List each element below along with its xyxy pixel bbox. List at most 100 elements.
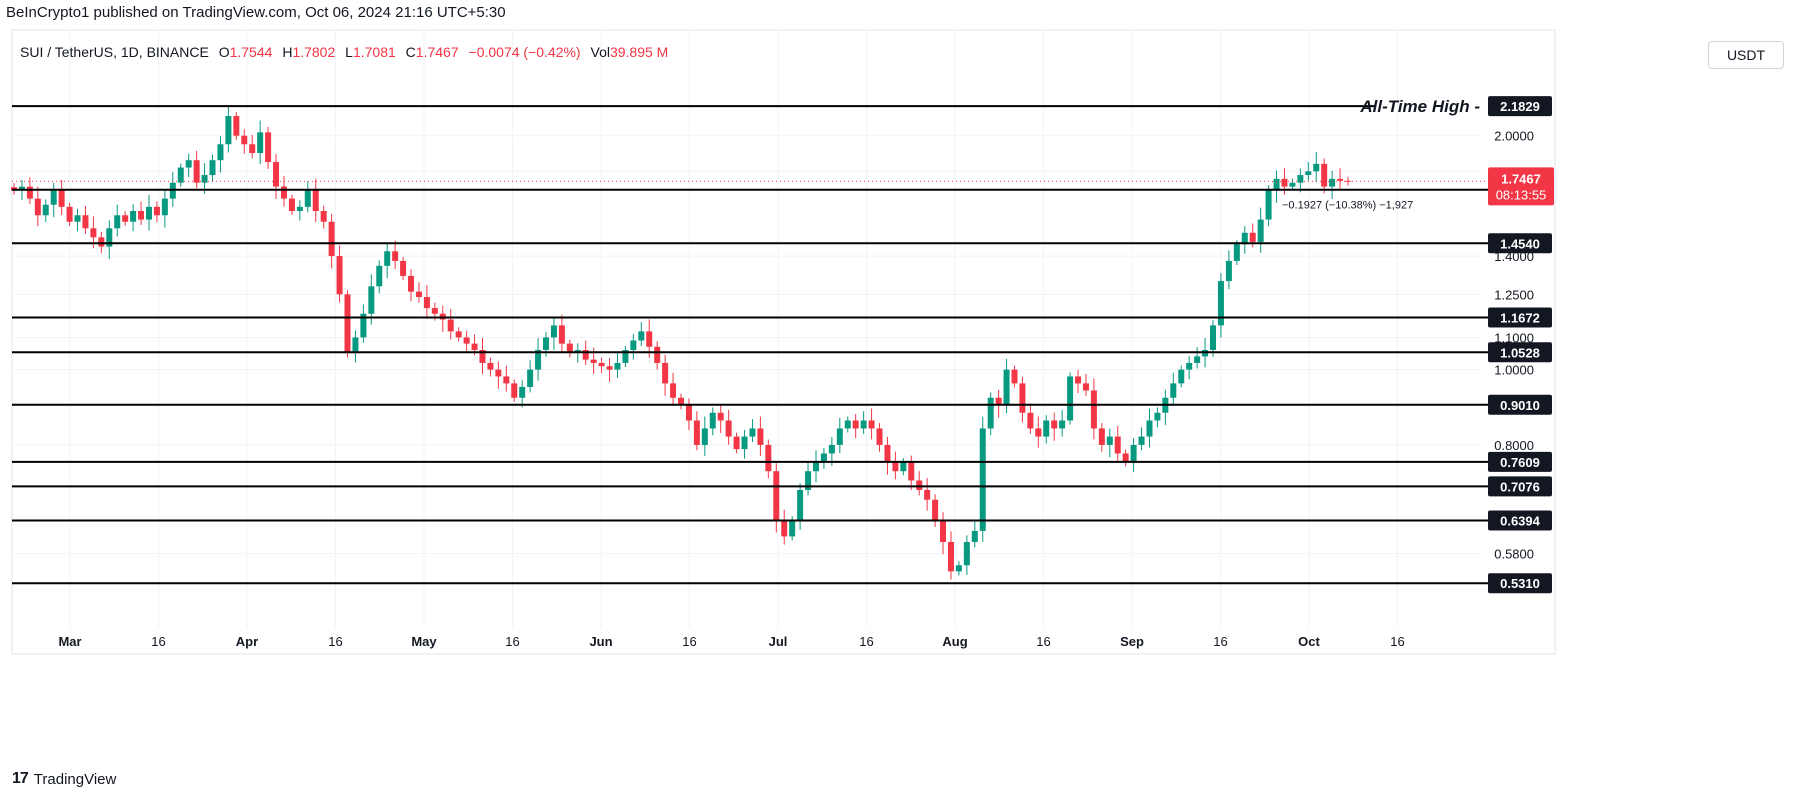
x-tick-label: 16 bbox=[1213, 634, 1227, 649]
candle-body bbox=[82, 215, 89, 229]
ohlc-legend: SUI / TetherUS, 1D, BINANCE O1.7544 H1.7… bbox=[20, 44, 668, 60]
candle-body bbox=[638, 331, 645, 341]
level-price-tag bbox=[1488, 476, 1552, 497]
candle-body bbox=[66, 206, 73, 222]
high-value: 1.7802 bbox=[292, 44, 336, 60]
y-tick-label: 0.8000 bbox=[1494, 438, 1534, 453]
level-price-label: 0.9010 bbox=[1500, 398, 1540, 413]
candle-body bbox=[352, 337, 359, 354]
x-tick-label: May bbox=[411, 634, 437, 649]
candle-body bbox=[177, 167, 184, 183]
candle-body bbox=[527, 369, 534, 387]
candle-body bbox=[479, 349, 486, 363]
level-price-tag bbox=[1488, 342, 1552, 363]
candle-body bbox=[693, 420, 700, 445]
candle-body bbox=[1075, 376, 1082, 384]
candle-body bbox=[153, 206, 160, 216]
level-price-tag bbox=[1488, 451, 1552, 472]
candle-body bbox=[249, 144, 256, 154]
candle-body bbox=[225, 116, 232, 145]
y-tick-label: 1.0000 bbox=[1494, 363, 1534, 378]
candle-body bbox=[741, 436, 748, 450]
candle-body bbox=[209, 160, 216, 176]
level-price-label: 1.0528 bbox=[1500, 345, 1540, 360]
candle-body bbox=[725, 420, 732, 437]
candle-body bbox=[185, 160, 192, 168]
candle-body bbox=[1265, 190, 1272, 220]
measure-annotation: −0.1927 (−10.38%) −1,927 bbox=[1282, 200, 1413, 212]
candle-body bbox=[217, 144, 224, 161]
candle-body bbox=[257, 132, 264, 154]
candle-body bbox=[622, 349, 629, 363]
x-tick-label: 16 bbox=[1036, 634, 1050, 649]
candle-body bbox=[487, 362, 494, 370]
candle-body bbox=[336, 256, 343, 295]
candle-body bbox=[852, 420, 859, 429]
candle-body bbox=[392, 251, 399, 261]
candle-body bbox=[471, 343, 478, 350]
x-tick-label: 16 bbox=[682, 634, 696, 649]
candle-body bbox=[876, 428, 883, 445]
candle-body bbox=[1225, 260, 1232, 282]
candle-body bbox=[892, 462, 899, 472]
candle-body bbox=[598, 362, 605, 367]
candle-body bbox=[1035, 428, 1042, 437]
candle-body bbox=[924, 489, 931, 500]
tradingview-footer[interactable]: 17 TradingView bbox=[12, 770, 116, 788]
candle-body bbox=[1082, 383, 1089, 391]
candle-body bbox=[868, 420, 875, 429]
candle-body bbox=[1297, 175, 1304, 183]
published-line: BeInCrypto1 published on TradingView.com… bbox=[6, 4, 506, 21]
candle-body bbox=[1233, 244, 1240, 261]
candle-body bbox=[678, 397, 684, 406]
tradingview-brand: TradingView bbox=[33, 770, 117, 788]
candle-body bbox=[138, 211, 145, 220]
candle-body bbox=[836, 428, 843, 445]
candle-body bbox=[1281, 178, 1288, 187]
high-label: H bbox=[282, 44, 293, 60]
candle-body bbox=[455, 331, 462, 338]
level-price-tag bbox=[1488, 233, 1552, 254]
candle-body bbox=[130, 211, 137, 222]
open-label: O bbox=[218, 44, 230, 60]
candle-body bbox=[1186, 362, 1193, 370]
candle-body bbox=[503, 376, 510, 384]
candle-body bbox=[828, 444, 835, 454]
candle-body bbox=[26, 186, 33, 199]
level-price-tag bbox=[1488, 307, 1552, 328]
candle-body bbox=[408, 275, 415, 292]
level-annotation: All-Time High - bbox=[1359, 97, 1480, 116]
currency-button[interactable]: USDT bbox=[1708, 41, 1784, 69]
low-value: 1.7081 bbox=[352, 44, 396, 60]
level-price-label: 0.7609 bbox=[1500, 455, 1540, 470]
y-tick-label: 0.5800 bbox=[1494, 546, 1534, 561]
candle-body bbox=[1241, 232, 1248, 245]
candle-body bbox=[979, 428, 986, 531]
candle-body bbox=[987, 397, 994, 429]
level-price-label: 1.1672 bbox=[1500, 310, 1540, 325]
candle-body bbox=[344, 294, 351, 354]
candle-body bbox=[193, 160, 200, 183]
countdown-label: 08:13:55 bbox=[1496, 187, 1547, 202]
candle-body bbox=[1019, 383, 1026, 413]
candle-body bbox=[805, 471, 812, 490]
candle-body bbox=[884, 444, 891, 463]
candle-body bbox=[844, 420, 851, 429]
symbol-label[interactable]: SUI / TetherUS, 1D, BINANCE bbox=[20, 44, 209, 60]
candle-body bbox=[820, 453, 827, 463]
level-price-label: 0.7076 bbox=[1500, 479, 1540, 494]
candle-body bbox=[1106, 436, 1113, 445]
candle-body bbox=[273, 162, 280, 187]
candle-body bbox=[1273, 178, 1280, 191]
candle-body bbox=[360, 313, 367, 338]
candle-body bbox=[1098, 428, 1105, 445]
y-tick-label: 2.0000 bbox=[1494, 129, 1534, 144]
chart-frame bbox=[11, 29, 1556, 655]
candle-body bbox=[773, 471, 780, 521]
candle-body bbox=[1051, 420, 1058, 429]
candle-body bbox=[789, 520, 796, 537]
level-price-tag bbox=[1488, 573, 1552, 594]
candle-body bbox=[971, 530, 978, 542]
x-tick-label: Jun bbox=[589, 634, 612, 649]
